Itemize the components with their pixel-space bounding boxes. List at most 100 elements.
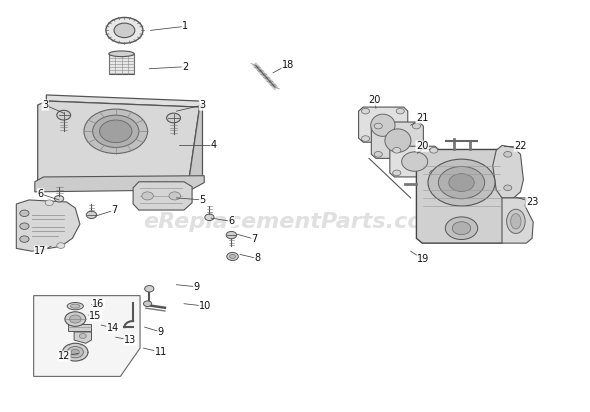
Text: 7: 7: [112, 205, 118, 215]
Circle shape: [396, 108, 404, 114]
Text: 18: 18: [282, 60, 294, 70]
Polygon shape: [38, 101, 199, 186]
Circle shape: [71, 349, 79, 355]
Circle shape: [393, 170, 401, 176]
Text: 22: 22: [514, 141, 527, 151]
Text: 6: 6: [228, 216, 234, 226]
Circle shape: [362, 136, 369, 141]
Circle shape: [57, 110, 71, 120]
Circle shape: [79, 334, 86, 338]
Circle shape: [438, 166, 484, 199]
Ellipse shape: [511, 214, 521, 229]
Circle shape: [20, 210, 29, 216]
Polygon shape: [74, 332, 91, 343]
Text: 17: 17: [34, 246, 47, 256]
Circle shape: [205, 214, 214, 220]
Text: 2: 2: [182, 62, 188, 72]
Circle shape: [412, 152, 421, 157]
Text: 19: 19: [417, 254, 430, 264]
Circle shape: [54, 196, 64, 202]
Circle shape: [86, 211, 97, 218]
Text: 1: 1: [182, 21, 188, 31]
Circle shape: [106, 17, 143, 43]
Polygon shape: [109, 54, 135, 74]
Circle shape: [20, 236, 29, 242]
Polygon shape: [188, 103, 202, 186]
Text: 15: 15: [89, 311, 101, 321]
Polygon shape: [371, 122, 424, 158]
Circle shape: [63, 343, 88, 361]
Circle shape: [362, 108, 369, 114]
Text: 9: 9: [194, 282, 200, 292]
Circle shape: [449, 174, 474, 192]
Circle shape: [396, 136, 404, 141]
Polygon shape: [417, 150, 508, 243]
Circle shape: [412, 123, 421, 129]
Circle shape: [374, 123, 382, 129]
Polygon shape: [35, 176, 204, 192]
Circle shape: [227, 253, 238, 260]
Circle shape: [226, 232, 237, 239]
Text: 12: 12: [58, 351, 70, 361]
Text: 20: 20: [369, 95, 381, 105]
Polygon shape: [390, 146, 440, 177]
Circle shape: [374, 152, 382, 157]
Circle shape: [57, 243, 65, 248]
Circle shape: [84, 109, 148, 154]
Text: 13: 13: [124, 335, 136, 345]
Ellipse shape: [71, 304, 80, 308]
Text: 9: 9: [158, 327, 164, 337]
Circle shape: [142, 192, 153, 200]
Circle shape: [20, 223, 29, 229]
Circle shape: [70, 315, 81, 323]
Ellipse shape: [67, 302, 83, 310]
Circle shape: [100, 120, 132, 143]
Circle shape: [393, 147, 401, 153]
Circle shape: [93, 115, 139, 147]
Text: 4: 4: [211, 140, 217, 150]
Polygon shape: [502, 198, 533, 243]
Circle shape: [430, 170, 438, 176]
Circle shape: [145, 286, 154, 292]
Polygon shape: [47, 95, 199, 107]
Ellipse shape: [109, 51, 135, 56]
Circle shape: [430, 147, 438, 153]
Circle shape: [504, 185, 512, 191]
Text: 21: 21: [416, 113, 428, 123]
Ellipse shape: [371, 114, 395, 136]
Circle shape: [504, 152, 512, 157]
Text: 7: 7: [251, 234, 258, 244]
Polygon shape: [133, 182, 192, 210]
Ellipse shape: [385, 129, 411, 152]
Polygon shape: [68, 324, 91, 331]
Text: 23: 23: [526, 197, 538, 207]
Ellipse shape: [507, 209, 525, 234]
Circle shape: [45, 200, 53, 206]
Text: 5: 5: [199, 195, 205, 205]
Text: 8: 8: [254, 253, 260, 264]
Circle shape: [143, 301, 152, 307]
Text: eReplacementParts.com: eReplacementParts.com: [143, 212, 447, 232]
Circle shape: [65, 312, 86, 326]
Circle shape: [166, 113, 181, 123]
Polygon shape: [17, 200, 80, 251]
Circle shape: [114, 23, 135, 37]
Text: 3: 3: [42, 100, 48, 110]
Circle shape: [230, 255, 235, 258]
Circle shape: [453, 222, 471, 235]
Ellipse shape: [402, 152, 428, 171]
Text: 16: 16: [92, 299, 104, 309]
Text: 6: 6: [38, 189, 44, 199]
Circle shape: [67, 346, 83, 358]
Text: 14: 14: [107, 323, 119, 333]
Text: 10: 10: [199, 301, 211, 311]
Polygon shape: [359, 107, 408, 142]
Text: 20: 20: [416, 141, 428, 151]
Circle shape: [428, 159, 495, 206]
Polygon shape: [34, 296, 140, 377]
Text: 3: 3: [199, 100, 205, 110]
Circle shape: [445, 217, 478, 239]
Text: 11: 11: [155, 347, 167, 357]
Circle shape: [169, 192, 181, 200]
Polygon shape: [493, 145, 523, 198]
